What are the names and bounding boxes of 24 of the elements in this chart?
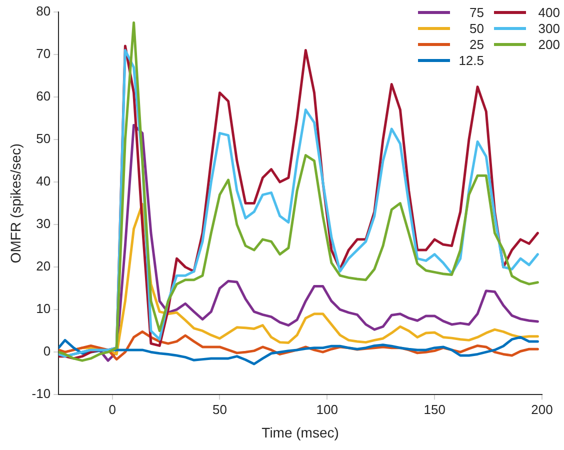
y-tick-label: -10 [32, 386, 51, 402]
y-tick-label: 40 [36, 174, 51, 189]
y-tick-label: 70 [36, 46, 51, 62]
legend-label: 400 [537, 4, 560, 20]
y-tick-label: 50 [36, 131, 51, 146]
y-tick-label: 0 [43, 344, 51, 359]
x-tick-label: 0 [108, 402, 116, 417]
legend-label: 12.5 [458, 52, 484, 68]
y-tick-label: 20 [36, 258, 51, 274]
legend-label: 300 [537, 20, 560, 36]
y-tick-label: 10 [36, 301, 51, 316]
x-tick-label: 50 [212, 402, 227, 417]
legend-label: 50 [468, 20, 484, 36]
legend-label: 75 [468, 4, 484, 20]
y-tick-label: 60 [36, 88, 51, 104]
y-axis-title: OMFR (spikes/sec) [7, 143, 24, 264]
x-tick-label: 100 [316, 402, 338, 417]
legend-label: 25 [468, 36, 484, 52]
x-tick-label: 200 [531, 402, 553, 417]
y-tick-label: 30 [36, 216, 51, 232]
legend-label: 200 [537, 36, 560, 52]
x-axis-title: Time (msec) [262, 424, 339, 440]
y-tick-label: 80 [36, 4, 51, 19]
x-tick-label: 150 [424, 402, 446, 417]
